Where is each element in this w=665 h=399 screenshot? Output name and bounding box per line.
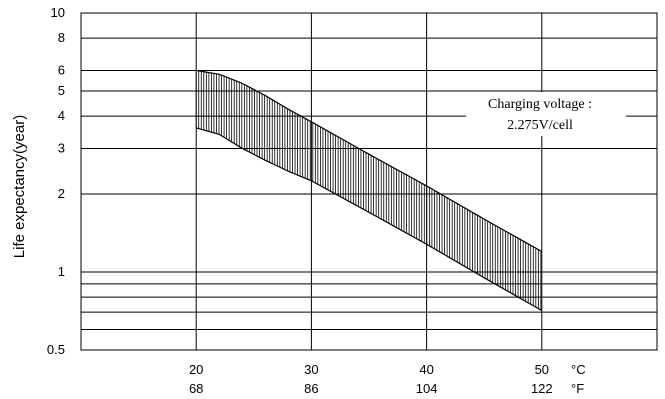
y-tick-label: 0.5 bbox=[47, 342, 65, 357]
y-tick-label: 6 bbox=[58, 62, 65, 77]
x-unit-fahrenheit: °F bbox=[571, 381, 584, 396]
x-tick-label-fahrenheit: 86 bbox=[304, 381, 318, 396]
annotation-line-1: Charging voltage : bbox=[488, 97, 592, 112]
x-tick-label-celsius: 40 bbox=[419, 362, 433, 377]
x-unit-celsius: °C bbox=[571, 362, 586, 377]
y-axis-label: Life expectancy(year) bbox=[11, 115, 28, 258]
x-tick-label-celsius: 30 bbox=[304, 362, 318, 377]
plot-frame bbox=[80, 12, 658, 351]
life-expectancy-band bbox=[195, 69, 543, 312]
annotation-background bbox=[466, 92, 626, 136]
y-tick-label: 3 bbox=[58, 140, 65, 155]
y-tick-label: 5 bbox=[58, 83, 65, 98]
y-tick-label: 10 bbox=[51, 5, 65, 20]
y-tick-label: 2 bbox=[58, 186, 65, 201]
y-tick-label: 1 bbox=[58, 264, 65, 279]
band-upper-edge bbox=[196, 69, 543, 253]
charging-voltage-annotation: Charging voltage : 2.275V/cell bbox=[466, 92, 626, 136]
y-tick-label: 4 bbox=[58, 108, 65, 123]
grid bbox=[81, 13, 657, 350]
x-tick-label-celsius: 50 bbox=[535, 362, 549, 377]
x-tick-label-celsius: 20 bbox=[189, 362, 203, 377]
band-lower-edge bbox=[196, 127, 543, 312]
x-tick-label-fahrenheit: 122 bbox=[531, 381, 553, 396]
y-tick-label: 8 bbox=[58, 30, 65, 45]
x-tick-label-fahrenheit: 104 bbox=[416, 381, 438, 396]
x-tick-label-fahrenheit: 68 bbox=[189, 381, 203, 396]
annotation-line-2: 2.275V/cell bbox=[507, 118, 573, 133]
